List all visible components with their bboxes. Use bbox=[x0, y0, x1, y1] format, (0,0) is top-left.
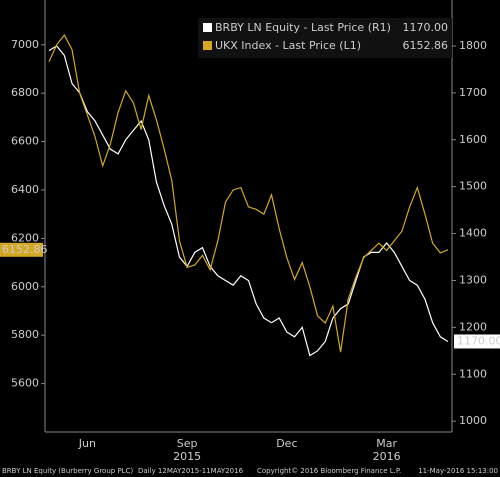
y2-tick-label: 1400 bbox=[459, 227, 487, 240]
footer-range: Daily 12MAY2015-11MAY2016 bbox=[138, 467, 244, 475]
y2-tick-label: 1300 bbox=[459, 273, 487, 286]
legend-swatch bbox=[203, 41, 212, 50]
y-tick-label: 6800 bbox=[11, 86, 39, 99]
y2-tick-label: 1600 bbox=[459, 133, 487, 146]
y-tick-label: 6400 bbox=[11, 183, 39, 196]
y2-tick-label: 1500 bbox=[459, 180, 487, 193]
y-tick-label: 6200 bbox=[11, 231, 39, 244]
y2-tick-label: 1000 bbox=[459, 414, 487, 427]
y2-tick-label: 1200 bbox=[459, 320, 487, 333]
y2-tick-label: 1700 bbox=[459, 86, 487, 99]
y-tick-label: 5600 bbox=[11, 377, 39, 390]
series-line bbox=[48, 45, 449, 357]
legend-box bbox=[198, 18, 452, 58]
last-price-box bbox=[454, 334, 500, 349]
y2-tick-label: 1800 bbox=[459, 39, 487, 52]
legend-value: 1170.00 bbox=[403, 21, 449, 34]
legend-swatch bbox=[203, 23, 212, 32]
y-tick-label: 5800 bbox=[11, 328, 39, 341]
x-tick-label: Sep bbox=[177, 437, 198, 450]
y2-tick-label: 1100 bbox=[459, 367, 487, 380]
x-tick-label: Dec bbox=[276, 437, 297, 450]
y-tick-label: 6600 bbox=[11, 135, 39, 148]
y-tick-label: 7000 bbox=[11, 38, 39, 51]
last-price-label: 6152.86 bbox=[2, 243, 48, 256]
footer-security: BRBY LN Equity (Burberry Group PLC) bbox=[2, 467, 133, 475]
x-year-label: 2016 bbox=[373, 450, 401, 463]
y-tick-label: 6000 bbox=[11, 280, 39, 293]
legend-label: BRBY LN Equity - Last Price (R1) bbox=[215, 21, 391, 34]
legend-value: 6152.86 bbox=[403, 39, 449, 52]
series-line bbox=[48, 33, 449, 353]
x-tick-label: Jun bbox=[78, 437, 96, 450]
last-price-box bbox=[0, 242, 43, 257]
x-year-label: 2015 bbox=[173, 450, 201, 463]
x-tick-label: Mar bbox=[376, 437, 397, 450]
footer-copyright: Copyright© 2016 Bloomberg Finance L.P. bbox=[257, 467, 401, 475]
last-price-label: 1170.00 bbox=[457, 334, 500, 347]
legend-label: UKX Index - Last Price (L1) bbox=[215, 39, 361, 52]
footer-timestamp: 11-May-2016 15:13:00 bbox=[418, 467, 498, 475]
